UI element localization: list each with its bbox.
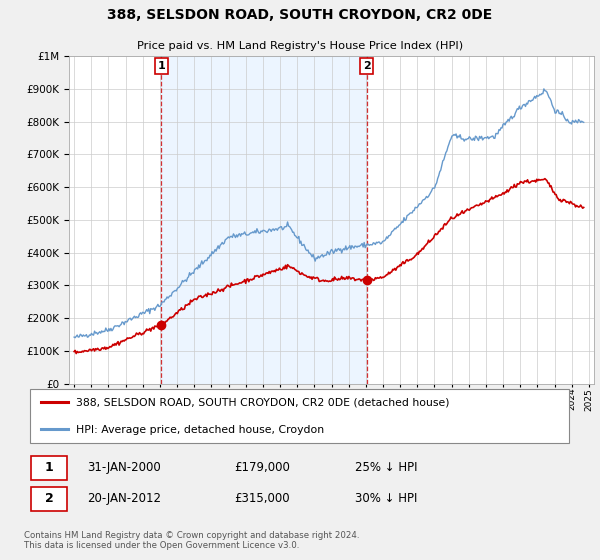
Text: 1: 1 [45, 461, 53, 474]
Bar [161, 56, 367, 384]
Text: 31-JAN-2000: 31-JAN-2000 [87, 461, 161, 474]
Text: 20-JAN-2012: 20-JAN-2012 [87, 492, 161, 505]
Text: £179,000: £179,000 [235, 461, 290, 474]
Text: Contains HM Land Registry data © Crown copyright and database right 2024.
This d: Contains HM Land Registry data © Crown c… [24, 531, 359, 550]
FancyBboxPatch shape [31, 456, 67, 480]
FancyBboxPatch shape [30, 389, 569, 443]
Text: HPI: Average price, detached house, Croydon: HPI: Average price, detached house, Croy… [76, 425, 324, 435]
Text: £315,000: £315,000 [235, 492, 290, 505]
FancyBboxPatch shape [31, 487, 67, 511]
Text: 2: 2 [363, 61, 371, 71]
Text: 30% ↓ HPI: 30% ↓ HPI [355, 492, 417, 505]
Text: 25% ↓ HPI: 25% ↓ HPI [355, 461, 417, 474]
Text: Price paid vs. HM Land Registry's House Price Index (HPI): Price paid vs. HM Land Registry's House … [137, 41, 463, 52]
Text: 1: 1 [157, 61, 165, 71]
Text: 2: 2 [45, 492, 53, 505]
Text: 388, SELSDON ROAD, SOUTH CROYDON, CR2 0DE: 388, SELSDON ROAD, SOUTH CROYDON, CR2 0D… [107, 8, 493, 22]
Text: 388, SELSDON ROAD, SOUTH CROYDON, CR2 0DE (detached house): 388, SELSDON ROAD, SOUTH CROYDON, CR2 0D… [76, 398, 449, 408]
